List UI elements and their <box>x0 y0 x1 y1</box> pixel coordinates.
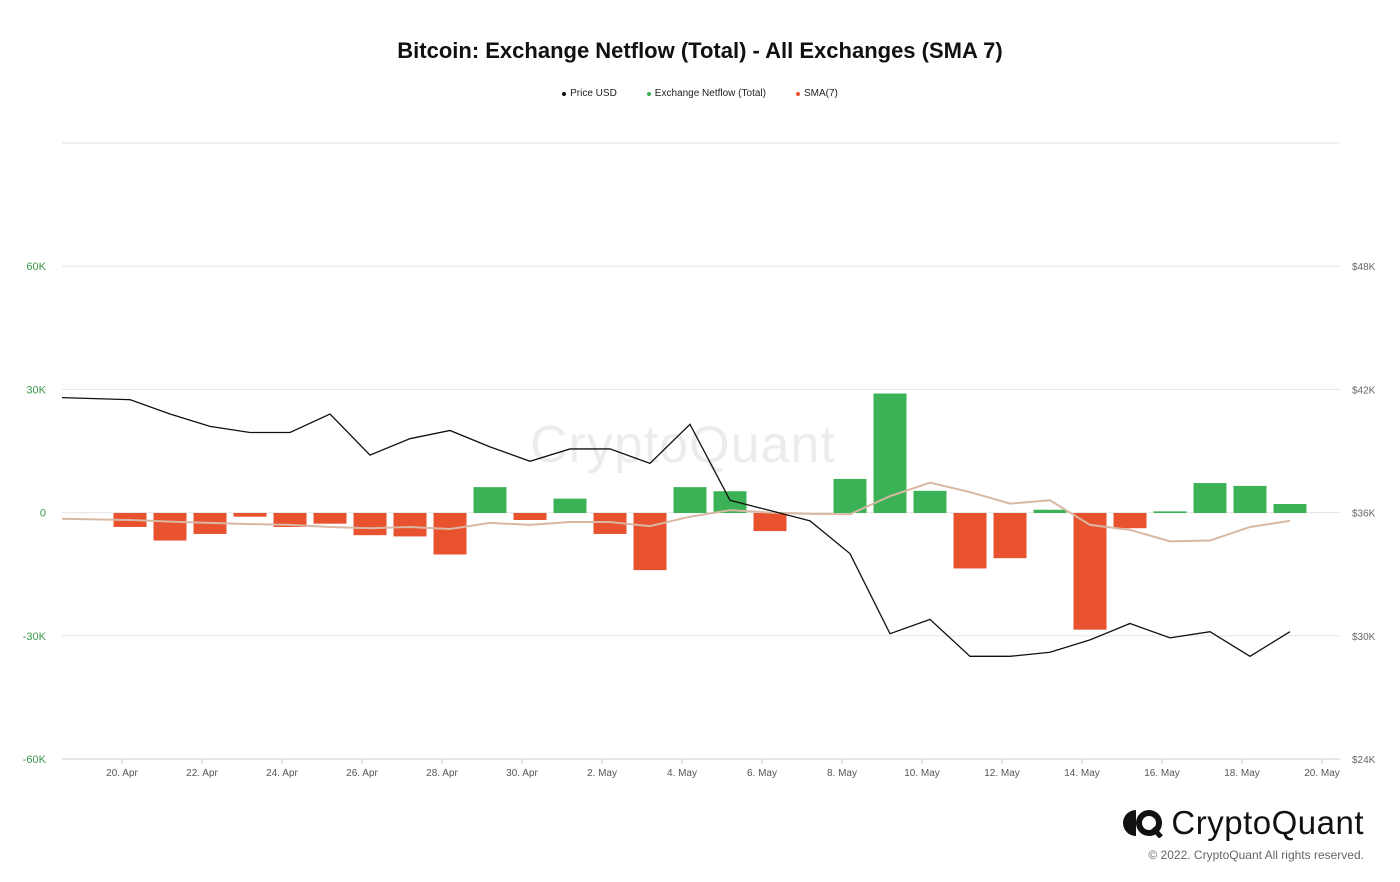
brand-name: CryptoQuant <box>1171 804 1364 841</box>
netflow-bar <box>513 513 547 520</box>
watermark: CryptoQuant <box>530 416 836 474</box>
netflow-bar <box>593 513 627 534</box>
x-tick-label: 2. May <box>587 768 617 779</box>
chart-title: Bitcoin: Exchange Netflow (Total) - All … <box>397 38 1003 63</box>
y-left-tick-label: 0 <box>40 508 46 520</box>
x-tick-label: 10. May <box>904 768 940 779</box>
netflow-bar <box>153 513 187 541</box>
netflow-bar <box>353 513 387 536</box>
price-line <box>61 396 1291 658</box>
x-tick-label: 28. Apr <box>426 768 458 779</box>
netflow-bar <box>393 513 427 537</box>
netflow-bar <box>913 490 947 513</box>
legend-item-price[interactable]: Price USD <box>562 88 617 99</box>
netflow-bar <box>673 487 707 513</box>
legend-label-sma: SMA(7) <box>803 88 838 99</box>
y-right-tick-label: $48K <box>1352 262 1376 273</box>
netflow-bar <box>313 513 347 524</box>
x-tick-label: 20. Apr <box>106 768 138 779</box>
netflow-bar <box>1113 513 1147 529</box>
x-tick-label: 24. Apr <box>266 768 298 779</box>
netflow-bar <box>1233 485 1267 513</box>
y-right-tick-label: $36K <box>1352 509 1376 520</box>
netflow-bar <box>433 513 467 555</box>
y-right-tick-label: $30K <box>1352 632 1376 643</box>
netflow-bar <box>993 513 1027 559</box>
legend-item-netflow[interactable]: Exchange Netflow (Total) <box>646 88 766 99</box>
netflow-bar <box>833 478 867 513</box>
x-tick-label: 12. May <box>984 768 1020 779</box>
legend-dot-netflow <box>646 91 651 96</box>
netflow-bar <box>273 513 307 527</box>
netflow-bar <box>633 513 667 571</box>
x-tick-label: 14. May <box>1064 768 1100 779</box>
y-left-tick-label: 60K <box>26 261 46 273</box>
y-right-tick-label: $24K <box>1352 755 1376 766</box>
netflow-bar <box>1033 509 1067 513</box>
netflow-bar <box>753 513 787 532</box>
netflow-bar <box>473 487 507 513</box>
y-left-tick-label: -30K <box>23 631 47 643</box>
x-tick-label: 26. Apr <box>346 768 378 779</box>
netflow-bar <box>713 491 747 513</box>
netflow-bar <box>233 513 267 517</box>
x-tick-label: 18. May <box>1224 768 1260 779</box>
y-right-tick-label: $42K <box>1352 385 1376 396</box>
brand-block: CryptoQuant <box>1123 804 1364 842</box>
netflow-bar <box>1193 483 1227 513</box>
chart-legend: Price USD Exchange Netflow (Total) SMA(7… <box>0 88 1400 99</box>
legend-label-price: Price USD <box>570 88 617 99</box>
y-left-tick-label: -60K <box>23 754 47 766</box>
legend-label-netflow: Exchange Netflow (Total) <box>654 88 766 99</box>
x-tick-label: 20. May <box>1304 768 1340 779</box>
x-tick-label: 8. May <box>827 768 857 779</box>
legend-dot-sma <box>795 91 800 96</box>
netflow-bar <box>553 498 587 513</box>
x-tick-label: 22. Apr <box>186 768 218 779</box>
netflow-bar <box>1073 513 1107 630</box>
x-tick-label: 4. May <box>667 768 697 779</box>
sma-line <box>61 481 1291 543</box>
copyright-text: © 2022. CryptoQuant All rights reserved. <box>1148 848 1364 862</box>
x-tick-label: 16. May <box>1144 768 1180 779</box>
cryptoquant-logo-icon <box>1123 808 1164 839</box>
legend-dot-price <box>562 91 567 96</box>
netflow-bar <box>1273 503 1307 513</box>
y-left-tick-label: 30K <box>26 384 46 396</box>
x-tick-label: 6. May <box>747 768 777 779</box>
netflow-bar <box>1153 511 1187 513</box>
x-tick-label: 30. Apr <box>506 768 538 779</box>
netflow-bar <box>953 513 987 569</box>
netflow-bar <box>873 393 907 513</box>
legend-item-sma[interactable]: SMA(7) <box>795 88 838 99</box>
